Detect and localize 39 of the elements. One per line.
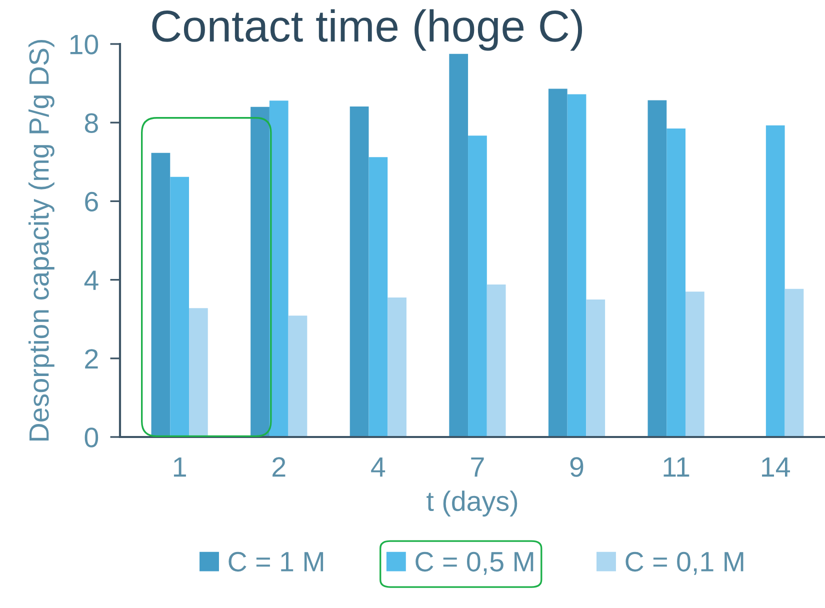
x-tick-label: 2 <box>272 457 286 477</box>
bar <box>468 136 487 437</box>
y-tick-label: 4 <box>84 270 98 290</box>
bar <box>250 106 270 437</box>
bar <box>548 88 568 437</box>
bar <box>648 100 667 437</box>
bar <box>586 299 606 437</box>
x-axis-title: t (days) <box>426 490 518 517</box>
legend-label: C = 1 M <box>228 552 324 572</box>
legend-label: C = 0,5 M <box>416 552 534 575</box>
bar <box>288 316 308 437</box>
legend-label: C = 0,1 M <box>626 552 744 575</box>
bar <box>784 288 804 437</box>
x-tick-label: 1 <box>174 457 186 477</box>
chart-title: Contact time (hoge C) <box>152 9 582 51</box>
x-tick-label: 11 <box>664 457 690 477</box>
bar <box>189 308 208 437</box>
y-tick-label: 10 <box>70 34 98 54</box>
y-axis-title: Desorption capacity (mg P/g DS) <box>28 40 54 440</box>
x-tick-label: 4 <box>371 457 386 477</box>
bar <box>666 128 686 437</box>
bar <box>486 284 506 437</box>
x-tick-label: 14 <box>762 457 790 477</box>
bar <box>388 297 406 437</box>
x-tick-label: 7 <box>471 457 484 477</box>
y-tick-label: 2 <box>85 349 98 368</box>
bar <box>766 125 785 437</box>
bar <box>685 292 704 437</box>
bar <box>269 100 288 437</box>
bar <box>368 157 388 437</box>
y-tick-label: 0 <box>84 428 98 448</box>
y-tick-label: 6 <box>85 192 98 212</box>
bar <box>151 152 170 437</box>
bar <box>350 106 369 437</box>
bar <box>567 94 586 437</box>
bar <box>449 54 468 437</box>
y-tick-label: 8 <box>84 113 98 133</box>
x-tick-label: 9 <box>570 457 584 477</box>
bar <box>170 176 190 437</box>
